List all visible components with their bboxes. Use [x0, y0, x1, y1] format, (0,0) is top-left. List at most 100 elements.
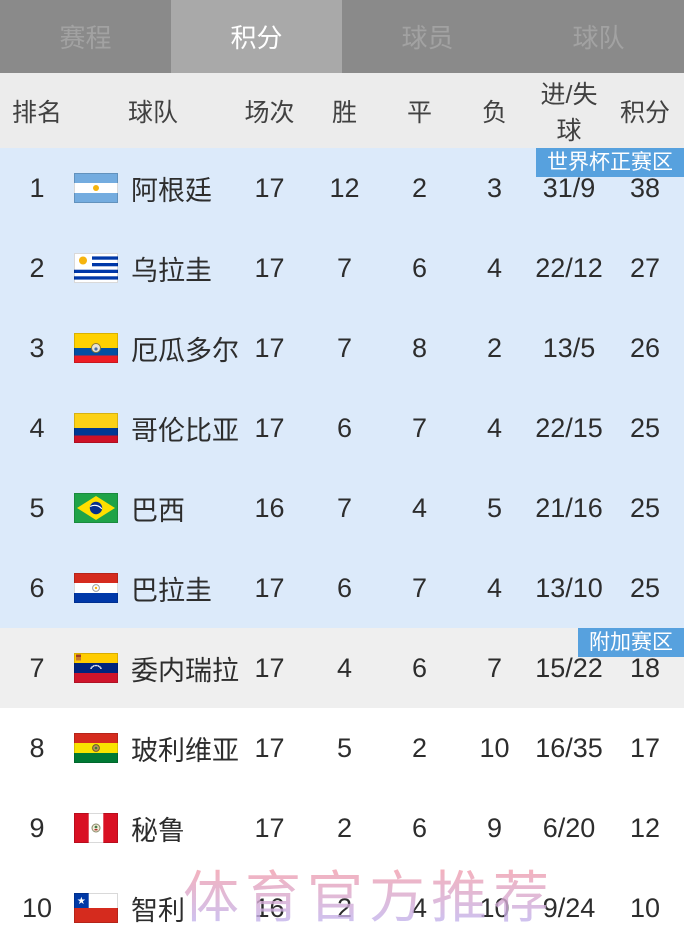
- team-name: 哥伦比亚: [131, 415, 239, 446]
- draws-cell: 7: [411, 572, 428, 603]
- losses-cell: 4: [486, 572, 503, 603]
- played-cell: 16: [254, 892, 285, 923]
- wins-cell: 4: [336, 652, 353, 683]
- draws-cell: 4: [411, 492, 428, 523]
- points-cell: 12: [629, 812, 661, 843]
- rank-cell: 9: [29, 812, 45, 843]
- flag-paraguay-icon: [74, 573, 118, 603]
- table-row[interactable]: 10 ★ 智利 16 2 4 10 9/24 10: [0, 868, 684, 938]
- tab-schedule[interactable]: 赛程: [0, 0, 171, 73]
- flag-brazil-icon: [74, 493, 118, 523]
- wins-cell: 2: [336, 892, 353, 923]
- losses-cell: 4: [486, 412, 503, 443]
- wins-cell: 12: [329, 172, 360, 203]
- goals-cell: 21/16: [535, 492, 603, 523]
- goals-cell: 13/10: [535, 572, 603, 603]
- losses-cell: 10: [479, 892, 510, 923]
- losses-cell: 7: [486, 652, 503, 683]
- draws-cell: 8: [411, 332, 428, 363]
- column-header-played: 场次: [244, 98, 295, 127]
- points-cell: 26: [629, 332, 661, 363]
- tab-standings[interactable]: 积分: [171, 0, 342, 73]
- flag-colombia-icon: [74, 413, 118, 443]
- rank-cell: 2: [29, 252, 45, 283]
- draws-cell: 6: [411, 652, 428, 683]
- tab-players[interactable]: 球员: [342, 0, 513, 73]
- played-cell: 17: [254, 812, 285, 843]
- wins-cell: 2: [336, 812, 353, 843]
- points-cell: 25: [629, 412, 661, 443]
- svg-text:★: ★: [77, 896, 86, 907]
- losses-cell: 3: [486, 172, 503, 203]
- goals-cell: 16/35: [535, 732, 603, 763]
- table-row[interactable]: 7 委内瑞拉 17 4 6 7 15/22 18 附加赛区: [0, 628, 684, 708]
- goals-cell: 15/22: [535, 652, 603, 683]
- column-header-goals: 进/失球: [540, 80, 598, 145]
- draws-cell: 6: [411, 252, 428, 283]
- flag-venezuela-icon: [74, 653, 118, 683]
- table-row[interactable]: 2 乌拉圭 17 7 6 4 22/12 27: [0, 228, 684, 308]
- goals-cell: 22/12: [535, 252, 603, 283]
- team-name: 乌拉圭: [131, 255, 212, 286]
- draws-cell: 4: [411, 892, 428, 923]
- table-row[interactable]: 3 厄瓜多尔 17 7 8 2 13/5 26: [0, 308, 684, 388]
- points-cell: 17: [629, 732, 661, 763]
- tab-teams[interactable]: 球队: [513, 0, 684, 73]
- team-name: 厄瓜多尔: [131, 335, 239, 366]
- team-name: 秘鲁: [131, 815, 185, 846]
- rank-cell: 7: [29, 652, 45, 683]
- draws-cell: 2: [411, 172, 428, 203]
- column-header-rank: 排名: [11, 98, 62, 127]
- draws-cell: 6: [411, 812, 428, 843]
- losses-cell: 10: [479, 732, 510, 763]
- played-cell: 17: [254, 652, 285, 683]
- rank-cell: 8: [29, 732, 45, 763]
- wins-cell: 7: [336, 252, 353, 283]
- played-cell: 17: [254, 732, 285, 763]
- wins-cell: 5: [336, 732, 353, 763]
- table-row[interactable]: 9 秘鲁 17 2 6 9 6/20 12: [0, 788, 684, 868]
- table-row[interactable]: 8 玻利维亚 17 5 2 10 16/35 17: [0, 708, 684, 788]
- zone-badge: 世界杯正赛区: [536, 148, 684, 177]
- flag-peru-icon: [74, 813, 118, 843]
- points-cell: 10: [629, 892, 661, 923]
- goals-cell: 22/15: [535, 412, 603, 443]
- table-row[interactable]: 4 哥伦比亚 17 6 7 4 22/15 25: [0, 388, 684, 468]
- table-row[interactable]: 5 巴西 16 7 4 5 21/16 25: [0, 468, 684, 548]
- rank-cell: 4: [29, 412, 45, 443]
- played-cell: 17: [254, 332, 285, 363]
- wins-cell: 6: [336, 572, 353, 603]
- column-header-points: 积分: [619, 98, 670, 127]
- points-cell: 27: [629, 252, 661, 283]
- team-name: 智利: [131, 895, 185, 926]
- played-cell: 17: [254, 252, 285, 283]
- team-name: 阿根廷: [131, 175, 212, 206]
- goals-cell: 31/9: [542, 172, 596, 203]
- flag-ecuador-icon: [74, 333, 118, 363]
- goals-cell: 13/5: [542, 332, 596, 363]
- team-name: 巴拉圭: [131, 575, 212, 606]
- rank-cell: 10: [21, 892, 53, 923]
- goals-cell: 9/24: [542, 892, 596, 923]
- rank-cell: 1: [29, 172, 45, 203]
- flag-chile-icon: ★: [74, 893, 118, 923]
- team-name: 玻利维亚: [131, 735, 239, 766]
- losses-cell: 5: [486, 492, 503, 523]
- played-cell: 17: [254, 412, 285, 443]
- column-header-team: 球队: [127, 98, 178, 127]
- losses-cell: 2: [486, 332, 503, 363]
- team-name: 巴西: [131, 495, 185, 526]
- draws-cell: 7: [411, 412, 428, 443]
- column-header-loss: 负: [481, 98, 507, 127]
- draws-cell: 2: [411, 732, 428, 763]
- tab-bar: 赛程 积分 球员 球队: [0, 0, 684, 73]
- played-cell: 16: [254, 492, 285, 523]
- goals-cell: 6/20: [542, 812, 596, 843]
- rank-cell: 5: [29, 492, 45, 523]
- table-row[interactable]: 1 阿根廷 17 12 2 3 31/9 38 世界杯正赛区: [0, 148, 684, 228]
- points-cell: 38: [629, 172, 661, 203]
- table-row[interactable]: 6 巴拉圭 17 6 7 4 13/10 25: [0, 548, 684, 628]
- points-cell: 25: [629, 492, 661, 523]
- played-cell: 17: [254, 572, 285, 603]
- points-cell: 25: [629, 572, 661, 603]
